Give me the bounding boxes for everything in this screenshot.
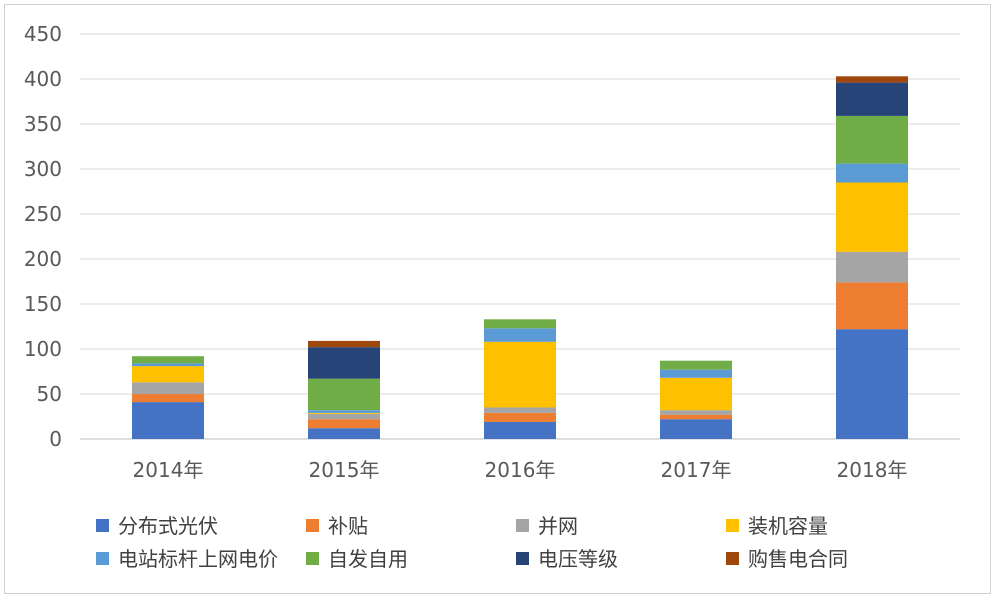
legend-label: 电压等级: [538, 547, 618, 571]
legend-swatch: [306, 552, 319, 565]
bar-segment-3-5: [660, 360, 732, 370]
bar-segment-0-4: [132, 363, 204, 367]
bar-segment-0-0: [132, 402, 204, 439]
y-tick-label: 150: [24, 292, 62, 316]
legend-label: 电站标杆上网电价: [118, 547, 278, 571]
chart-frame: [4, 4, 991, 594]
bar-segment-1-2: [308, 413, 380, 420]
bar-segment-1-5: [308, 378, 380, 411]
y-tick-label: 350: [24, 112, 62, 136]
bar-segment-1-0: [308, 428, 380, 439]
legend-label: 装机容量: [748, 514, 828, 538]
legend-label: 补贴: [328, 514, 368, 538]
bar-segment-3-4: [660, 369, 732, 378]
bar-segment-3-1: [660, 414, 732, 420]
legend-swatch: [96, 519, 109, 532]
y-tick-label: 450: [24, 22, 62, 46]
bar-segment-1-7: [308, 340, 380, 348]
gridlines: [80, 33, 960, 440]
legend-label: 分布式光伏: [118, 514, 218, 538]
y-tick-label: 400: [24, 67, 62, 91]
y-tick-label: 100: [24, 337, 62, 361]
bar-segment-2-5: [484, 319, 556, 329]
bar-segment-0-3: [132, 366, 204, 383]
bar-segment-1-1: [308, 419, 380, 429]
bar-segment-4-2: [836, 251, 908, 283]
bar-segment-2-4: [484, 328, 556, 342]
bar-segment-1-3: [308, 412, 380, 414]
bar-segment-4-1: [836, 282, 908, 330]
bar-segment-4-4: [836, 163, 908, 183]
x-tick-label: 2018年: [837, 458, 908, 482]
legend-swatch: [306, 519, 319, 532]
bar-segment-3-3: [660, 377, 732, 411]
x-axis-ticks: 2014年 2015年 2016年 2017年 2018年: [133, 458, 908, 482]
legend-swatch: [96, 552, 109, 565]
x-tick-label: 2014年: [133, 458, 204, 482]
bar-segment-4-6: [836, 82, 908, 116]
y-tick-label: 300: [24, 157, 62, 181]
y-tick-label: 0: [49, 427, 62, 451]
bar-segment-2-0: [484, 421, 556, 439]
bar-segment-0-1: [132, 394, 204, 403]
bar-segment-0-5: [132, 356, 204, 364]
bar-segment-4-3: [836, 182, 908, 252]
x-tick-label: 2017年: [661, 458, 732, 482]
legend-swatch: [726, 519, 739, 532]
legend-label: 自发自用: [328, 547, 408, 571]
bar-segment-4-7: [836, 76, 908, 83]
y-tick-label: 250: [24, 202, 62, 226]
y-tick-label: 50: [37, 382, 62, 406]
legend-label: 并网: [538, 514, 578, 538]
bar-segment-1-6: [308, 347, 380, 379]
bar-segment-2-3: [484, 341, 556, 408]
bar-segment-2-1: [484, 412, 556, 422]
y-axis-ticks: 0 50 100 150 200 250 300 350 400 450: [24, 22, 62, 451]
bar-segment-1-4: [308, 410, 380, 413]
bars: [132, 76, 908, 439]
legend-label: 购售电合同: [748, 547, 848, 571]
y-tick-label: 200: [24, 247, 62, 271]
x-tick-label: 2015年: [309, 458, 380, 482]
x-tick-label: 2016年: [485, 458, 556, 482]
bar-segment-3-2: [660, 410, 732, 415]
bar-segment-4-5: [836, 115, 908, 164]
bar-segment-3-0: [660, 419, 732, 439]
legend-swatch: [516, 519, 529, 532]
bar-segment-0-2: [132, 382, 204, 394]
legend-swatch: [726, 552, 739, 565]
bar-segment-4-0: [836, 329, 908, 439]
bar-segment-2-2: [484, 407, 556, 413]
legend-swatch: [516, 552, 529, 565]
